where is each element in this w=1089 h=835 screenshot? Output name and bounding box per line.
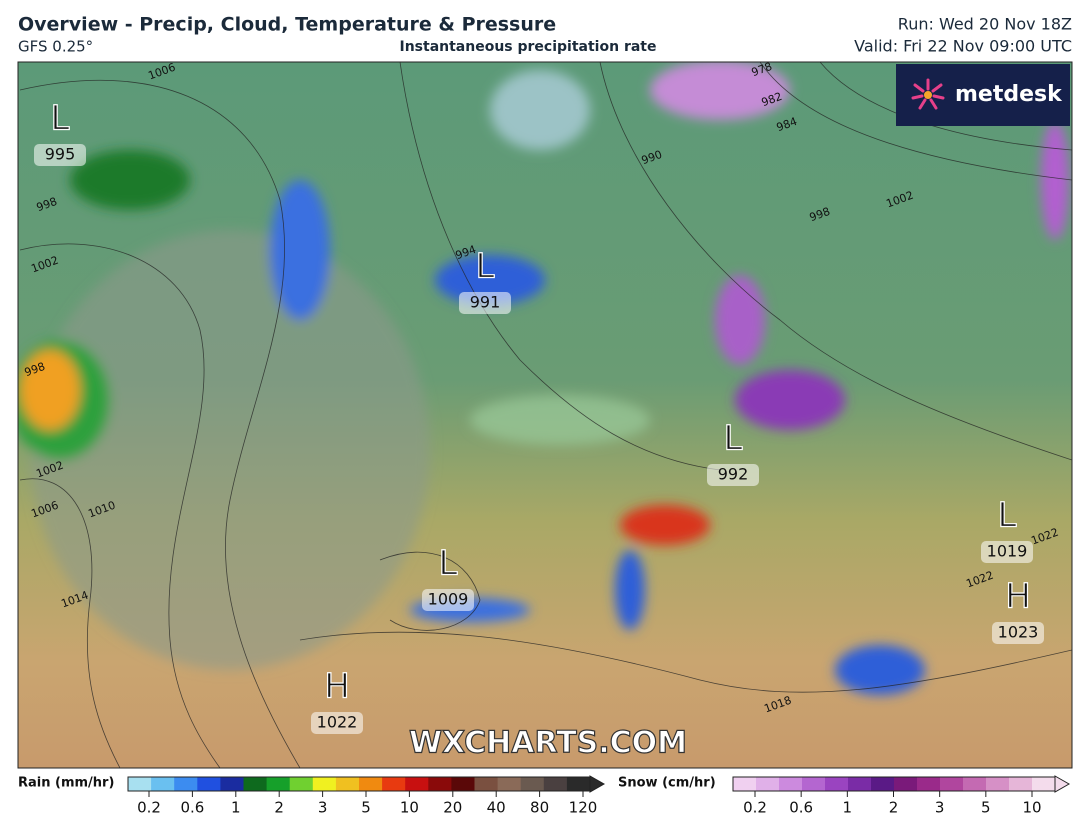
pressure-symbol: L xyxy=(439,544,458,584)
legend-tick-label: 10 xyxy=(400,799,419,817)
legend-swatch xyxy=(151,777,175,791)
pressure-label-bg xyxy=(992,622,1044,644)
legend-swatch xyxy=(128,777,152,791)
legend-swatch xyxy=(1009,777,1033,791)
legend-swatch xyxy=(174,777,198,791)
legend-swatch xyxy=(405,777,429,791)
pressure-value: 1023 xyxy=(998,623,1039,642)
legend-swatch xyxy=(497,777,522,791)
legend-tick-label: 80 xyxy=(530,799,549,817)
legend-tick-label: 40 xyxy=(487,799,506,817)
legend-tick-label: 5 xyxy=(981,799,991,817)
pressure-value: 995 xyxy=(45,145,76,164)
legend-swatch xyxy=(779,777,803,791)
legend-swatch xyxy=(243,777,268,791)
logo-icon xyxy=(911,78,945,110)
title: Overview - Precip, Cloud, Temperature & … xyxy=(18,14,556,36)
legend-swatch xyxy=(917,777,941,791)
legend-tick-label: 0.2 xyxy=(743,799,767,817)
legend-swatch xyxy=(963,777,987,791)
pressure-value: 992 xyxy=(718,465,749,484)
legend-swatch xyxy=(566,777,591,791)
legend-swatch xyxy=(848,777,872,791)
legend-swatch xyxy=(220,777,244,791)
map: WXCHARTS.COM L 995 L 991 L 992 L 1019 H 1023 L 1009 H… xyxy=(18,62,1072,768)
legend-tick-label: 2 xyxy=(274,799,284,817)
watermark: WXCHARTS.COM xyxy=(409,726,687,761)
legend-tick-label: 1 xyxy=(843,799,853,817)
subtitle: Instantaneous precipitation rate xyxy=(400,39,657,55)
pressure-symbol: L xyxy=(476,247,495,287)
legend-tick-label: 20 xyxy=(443,799,462,817)
legend-tick-label: 1 xyxy=(231,799,241,817)
legend-tick-label: 120 xyxy=(569,799,598,817)
legend: Rain (mm/hr) 0.2 0.6 1 2 3 5 10 20 40 80 120 Snow (c… xyxy=(18,775,1071,817)
pressure-label-bg xyxy=(707,464,759,486)
legend-tick-label: 0.2 xyxy=(137,799,161,817)
pressure-label-bg xyxy=(311,712,363,734)
precipitation xyxy=(18,62,1069,695)
legend-arrow xyxy=(1054,775,1071,793)
pressure-symbol: L xyxy=(51,99,70,139)
legend-swatch xyxy=(871,777,895,791)
legend-swatch xyxy=(756,777,780,791)
legend-swatch xyxy=(359,777,383,791)
legend-swatch xyxy=(289,777,314,791)
legend-tick-label: 2 xyxy=(889,799,899,817)
legend-tick-label: 3 xyxy=(935,799,945,817)
legend-swatch xyxy=(312,777,337,791)
pressure-symbol: L xyxy=(998,496,1017,536)
pressure-label-bg xyxy=(422,589,474,611)
legend-swatch xyxy=(382,777,406,791)
model: GFS 0.25° xyxy=(18,38,93,56)
pressure-label-bg xyxy=(34,144,86,166)
pressure-symbol: H xyxy=(1005,577,1031,617)
legend-tick-label: 10 xyxy=(1022,799,1041,817)
legend-swatch xyxy=(451,777,475,791)
legend-tick-label: 0.6 xyxy=(789,799,813,817)
legend-swatch xyxy=(520,777,545,791)
legend-arrow xyxy=(589,775,606,793)
legend-swatch xyxy=(802,777,826,791)
legend-swatch xyxy=(733,777,757,791)
legend-swatch xyxy=(825,777,849,791)
legend-tick-label: 5 xyxy=(361,799,371,817)
legend-swatch xyxy=(266,777,291,791)
pressure-label-bg xyxy=(981,541,1033,563)
pressure-symbol: L xyxy=(724,419,743,459)
legend-swatch xyxy=(428,777,452,791)
pressure-value: 1009 xyxy=(428,590,469,609)
valid: Valid: Fri 22 Nov 09:00 UTC xyxy=(854,37,1072,56)
pressure-value: 1019 xyxy=(987,542,1028,561)
map-frame xyxy=(17,61,1073,769)
legend-swatch xyxy=(197,777,221,791)
legend-swatch xyxy=(940,777,964,791)
run: Run: Wed 20 Nov 18Z xyxy=(898,15,1072,34)
legend-swatch xyxy=(894,777,918,791)
legend-tick-label: 3 xyxy=(318,799,328,817)
pressure-value: 1022 xyxy=(317,713,358,732)
legend-title: Snow (cm/hr) xyxy=(618,776,716,791)
pressure-symbol: H xyxy=(324,667,350,707)
pressure-value: 991 xyxy=(470,293,501,312)
legend-swatch xyxy=(543,777,568,791)
legend-title: Rain (mm/hr) xyxy=(18,776,114,791)
legend-swatch xyxy=(474,777,499,791)
logo-text: metdesk xyxy=(955,82,1063,107)
legend-swatch xyxy=(1032,777,1056,791)
legend-swatch xyxy=(335,777,360,791)
pressure-label-bg xyxy=(459,292,511,314)
isobars xyxy=(19,62,1072,768)
legend-tick-label: 0.6 xyxy=(180,799,204,817)
legend-swatch xyxy=(986,777,1010,791)
